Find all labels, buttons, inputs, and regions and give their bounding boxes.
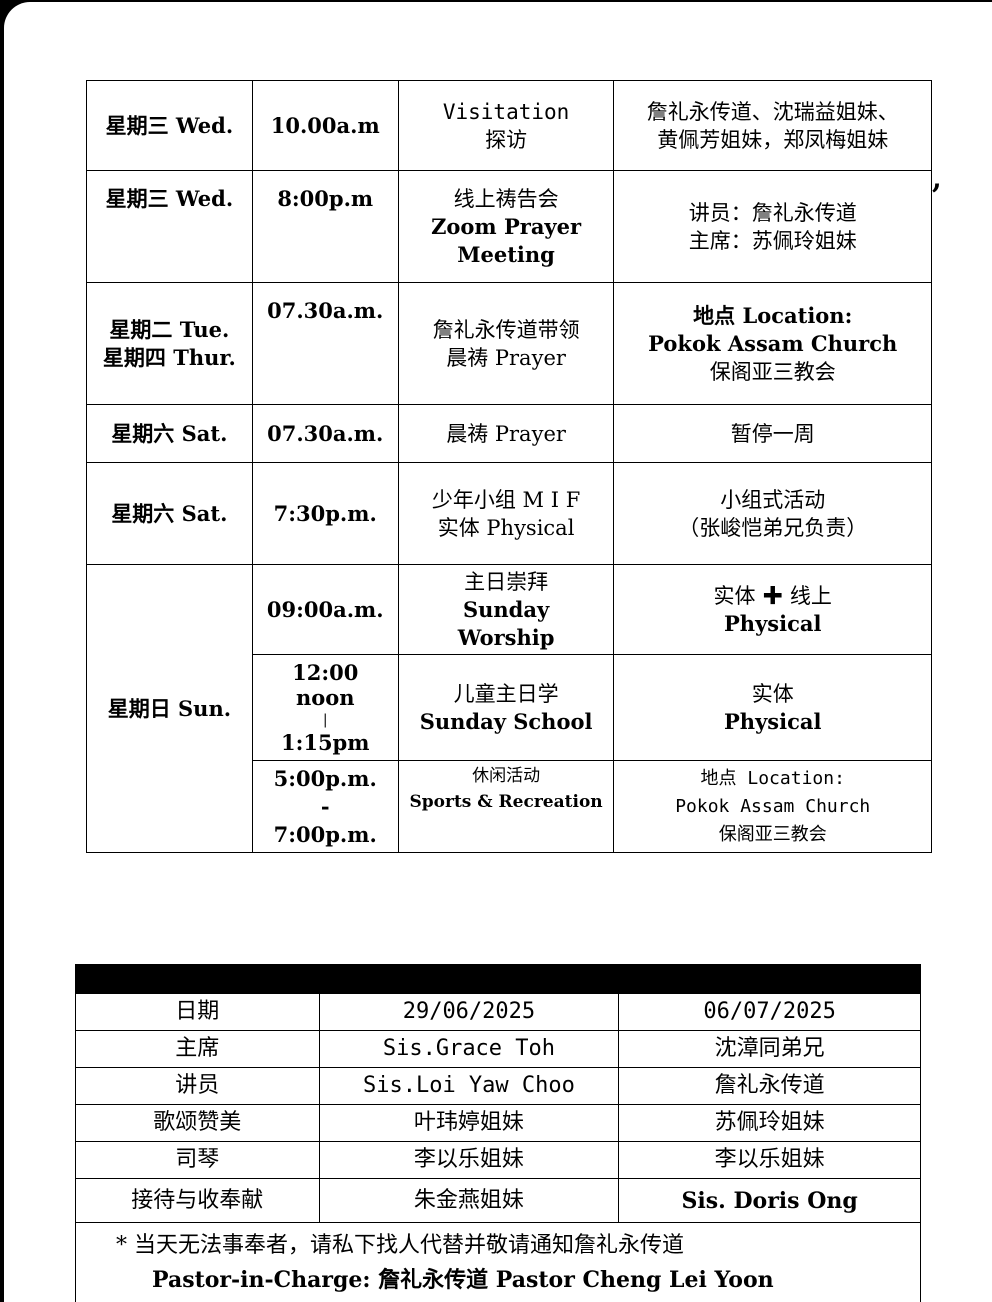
time-cell: 10.00a.m [251, 80, 399, 171]
roster-label: 司琴 [75, 1141, 320, 1179]
table-row: 星期日 Sun. 09:00a.m. 主日崇拜 Sunday Worship 实体 … [86, 564, 932, 853]
activity-cell: 詹礼永传道带领 晨祷 Prayer [397, 282, 615, 405]
activity-cell: 休闲活动 Sports & Recreation [397, 760, 615, 853]
table-row: 星期三 Wed. 10.00a.m Visitation 探访 詹礼永传道、沈瑞益… [86, 80, 932, 171]
day-cell: 星期六 Sat. [86, 404, 253, 463]
roster-value: Sis.Loi Yaw Choo [318, 1067, 620, 1105]
table-row: 主席 Sis.Grace Toh 沈漳同弟兄 [75, 1030, 921, 1068]
table-row: 12:00 noon | 1:15pm 儿童主日学 Sunday School 实体 Ph… [87, 654, 932, 761]
time-cell: 12:00 noon | 1:15pm [251, 654, 399, 761]
table-row: 星期六 Sat. 7:30p.m. 少年小组 M I F 实体 Physical … [86, 462, 932, 565]
time-cell: 07.30a.m. [251, 404, 399, 463]
roster-value: 叶玮婷姐妹 [318, 1104, 620, 1142]
activity-cell: 少年小组 M I F 实体 Physical [397, 462, 615, 565]
duty-roster-table: 日期 29/06/2025 06/07/2025 主席 Sis.Grace To… [75, 964, 921, 1302]
table-row: 星期三 Wed. 8:00p.m 线上祷告会 Zoom Prayer Meeting… [86, 170, 932, 283]
table-row: 星期六 Sat. 07.30a.m. 晨祷 Prayer 暂停一周 [86, 404, 932, 463]
roster-note-cell: * 当天无法事奉者，请私下找人代替并敬请通知詹礼永传道 Pastor-in-Ch… [75, 1222, 921, 1302]
day-cell-sunday: 星期日 Sun. [86, 564, 253, 853]
roster-value: Sis. Doris Ong [618, 1178, 921, 1223]
table-row: 日期 29/06/2025 06/07/2025 [75, 993, 921, 1031]
roster-label: 讲员 [75, 1067, 320, 1105]
roster-note: * 当天无法事奉者，请私下找人代替并敬请通知詹礼永传道 [116, 1233, 684, 1258]
roster-label: 日期 [75, 993, 320, 1031]
roster-header-bar [75, 964, 921, 994]
table-row: 接待与收奉献 朱金燕姐妹 Sis. Doris Ong [75, 1178, 921, 1223]
time-cell: 5:00p.m. -7:00p.m. [251, 760, 399, 853]
detail-cell: 实体 ✚ 线上 Physical [613, 564, 932, 655]
table-row: 讲员 Sis.Loi Yaw Choo 詹礼永传道 [75, 1067, 921, 1105]
roster-value: 朱金燕姐妹 [318, 1178, 620, 1223]
day-cell: 星期三 Wed. [86, 170, 253, 283]
day-cell: 星期三 Wed. [86, 80, 253, 171]
activity-cell: 线上祷告会 Zoom Prayer Meeting [397, 170, 615, 283]
roster-value: 李以乐姐妹 [318, 1141, 620, 1179]
roster-value: Sis.Grace Toh [318, 1030, 620, 1068]
detail-cell: 小组式活动 （张峻恺弟兄负责） [613, 462, 932, 565]
table-row: 5:00p.m. -7:00p.m. 休闲活动 Sports & Recreatio… [87, 760, 932, 853]
roster-value: 李以乐姐妹 [618, 1141, 921, 1179]
roster-label: 主席 [75, 1030, 320, 1068]
time-cell: 07.30a.m. [251, 282, 399, 405]
roster-label: 接待与收奉献 [75, 1178, 320, 1223]
activity-cell: 晨祷 Prayer [397, 404, 615, 463]
roster-value: 29/06/2025 [318, 993, 620, 1031]
roster-label: 歌颂赞美 [75, 1104, 320, 1142]
roster-note-row: * 当天无法事奉者，请私下找人代替并敬请通知詹礼永传道 Pastor-in-Ch… [75, 1222, 921, 1302]
table-row: 星期二 Tue. 星期四 Thur. 07.30a.m. 詹礼永传道带领 晨祷 Pr… [86, 282, 932, 405]
detail-cell: 讲员：詹礼永传道 主席：苏佩玲姐妹 [613, 170, 932, 283]
table-row: 司琴 李以乐姐妹 李以乐姐妹 [75, 1141, 921, 1179]
roster-value: 詹礼永传道 [618, 1067, 921, 1105]
pastor-in-charge: Pastor-in-Charge: 詹礼永传道 Pastor Cheng Lei… [152, 1267, 774, 1293]
detail-cell: 暂停一周 [613, 404, 932, 463]
trailing-comma-mark: , [932, 162, 942, 195]
time-cell: 7:30p.m. [251, 462, 399, 565]
detail-cell: 地点 Location: Pokok Assam Church 保阁亚三教会 [613, 760, 932, 853]
day-cell: 星期二 Tue. 星期四 Thur. [86, 282, 253, 405]
roster-value: 06/07/2025 [618, 993, 921, 1031]
activity-cell: 儿童主日学 Sunday School [397, 654, 615, 761]
activity-cell: 主日崇拜 Sunday Worship [397, 564, 615, 655]
activity-cell: Visitation 探访 [397, 80, 615, 171]
roster-value: 沈漳同弟兄 [618, 1030, 921, 1068]
time-cell: 09:00a.m. [251, 564, 399, 655]
bulletin-page: 星期三 Wed. 10.00a.m Visitation 探访 詹礼永传道、沈瑞益… [4, 2, 992, 1302]
detail-cell: 实体 Physical [613, 654, 932, 761]
detail-cell: 地点 Location: Pokok Assam Church 保阁亚三教会 [613, 282, 932, 405]
time-cell: 8:00p.m [251, 170, 399, 283]
table-row: 歌颂赞美 叶玮婷姐妹 苏佩玲姐妹 [75, 1104, 921, 1142]
weekly-schedule-table: 星期三 Wed. 10.00a.m Visitation 探访 詹礼永传道、沈瑞益… [86, 80, 932, 853]
day-cell: 星期六 Sat. [86, 462, 253, 565]
detail-cell: 詹礼永传道、沈瑞益姐妹、 黄佩芳姐妹，郑凤梅姐妹 [613, 80, 932, 171]
roster-value: 苏佩玲姐妹 [618, 1104, 921, 1142]
